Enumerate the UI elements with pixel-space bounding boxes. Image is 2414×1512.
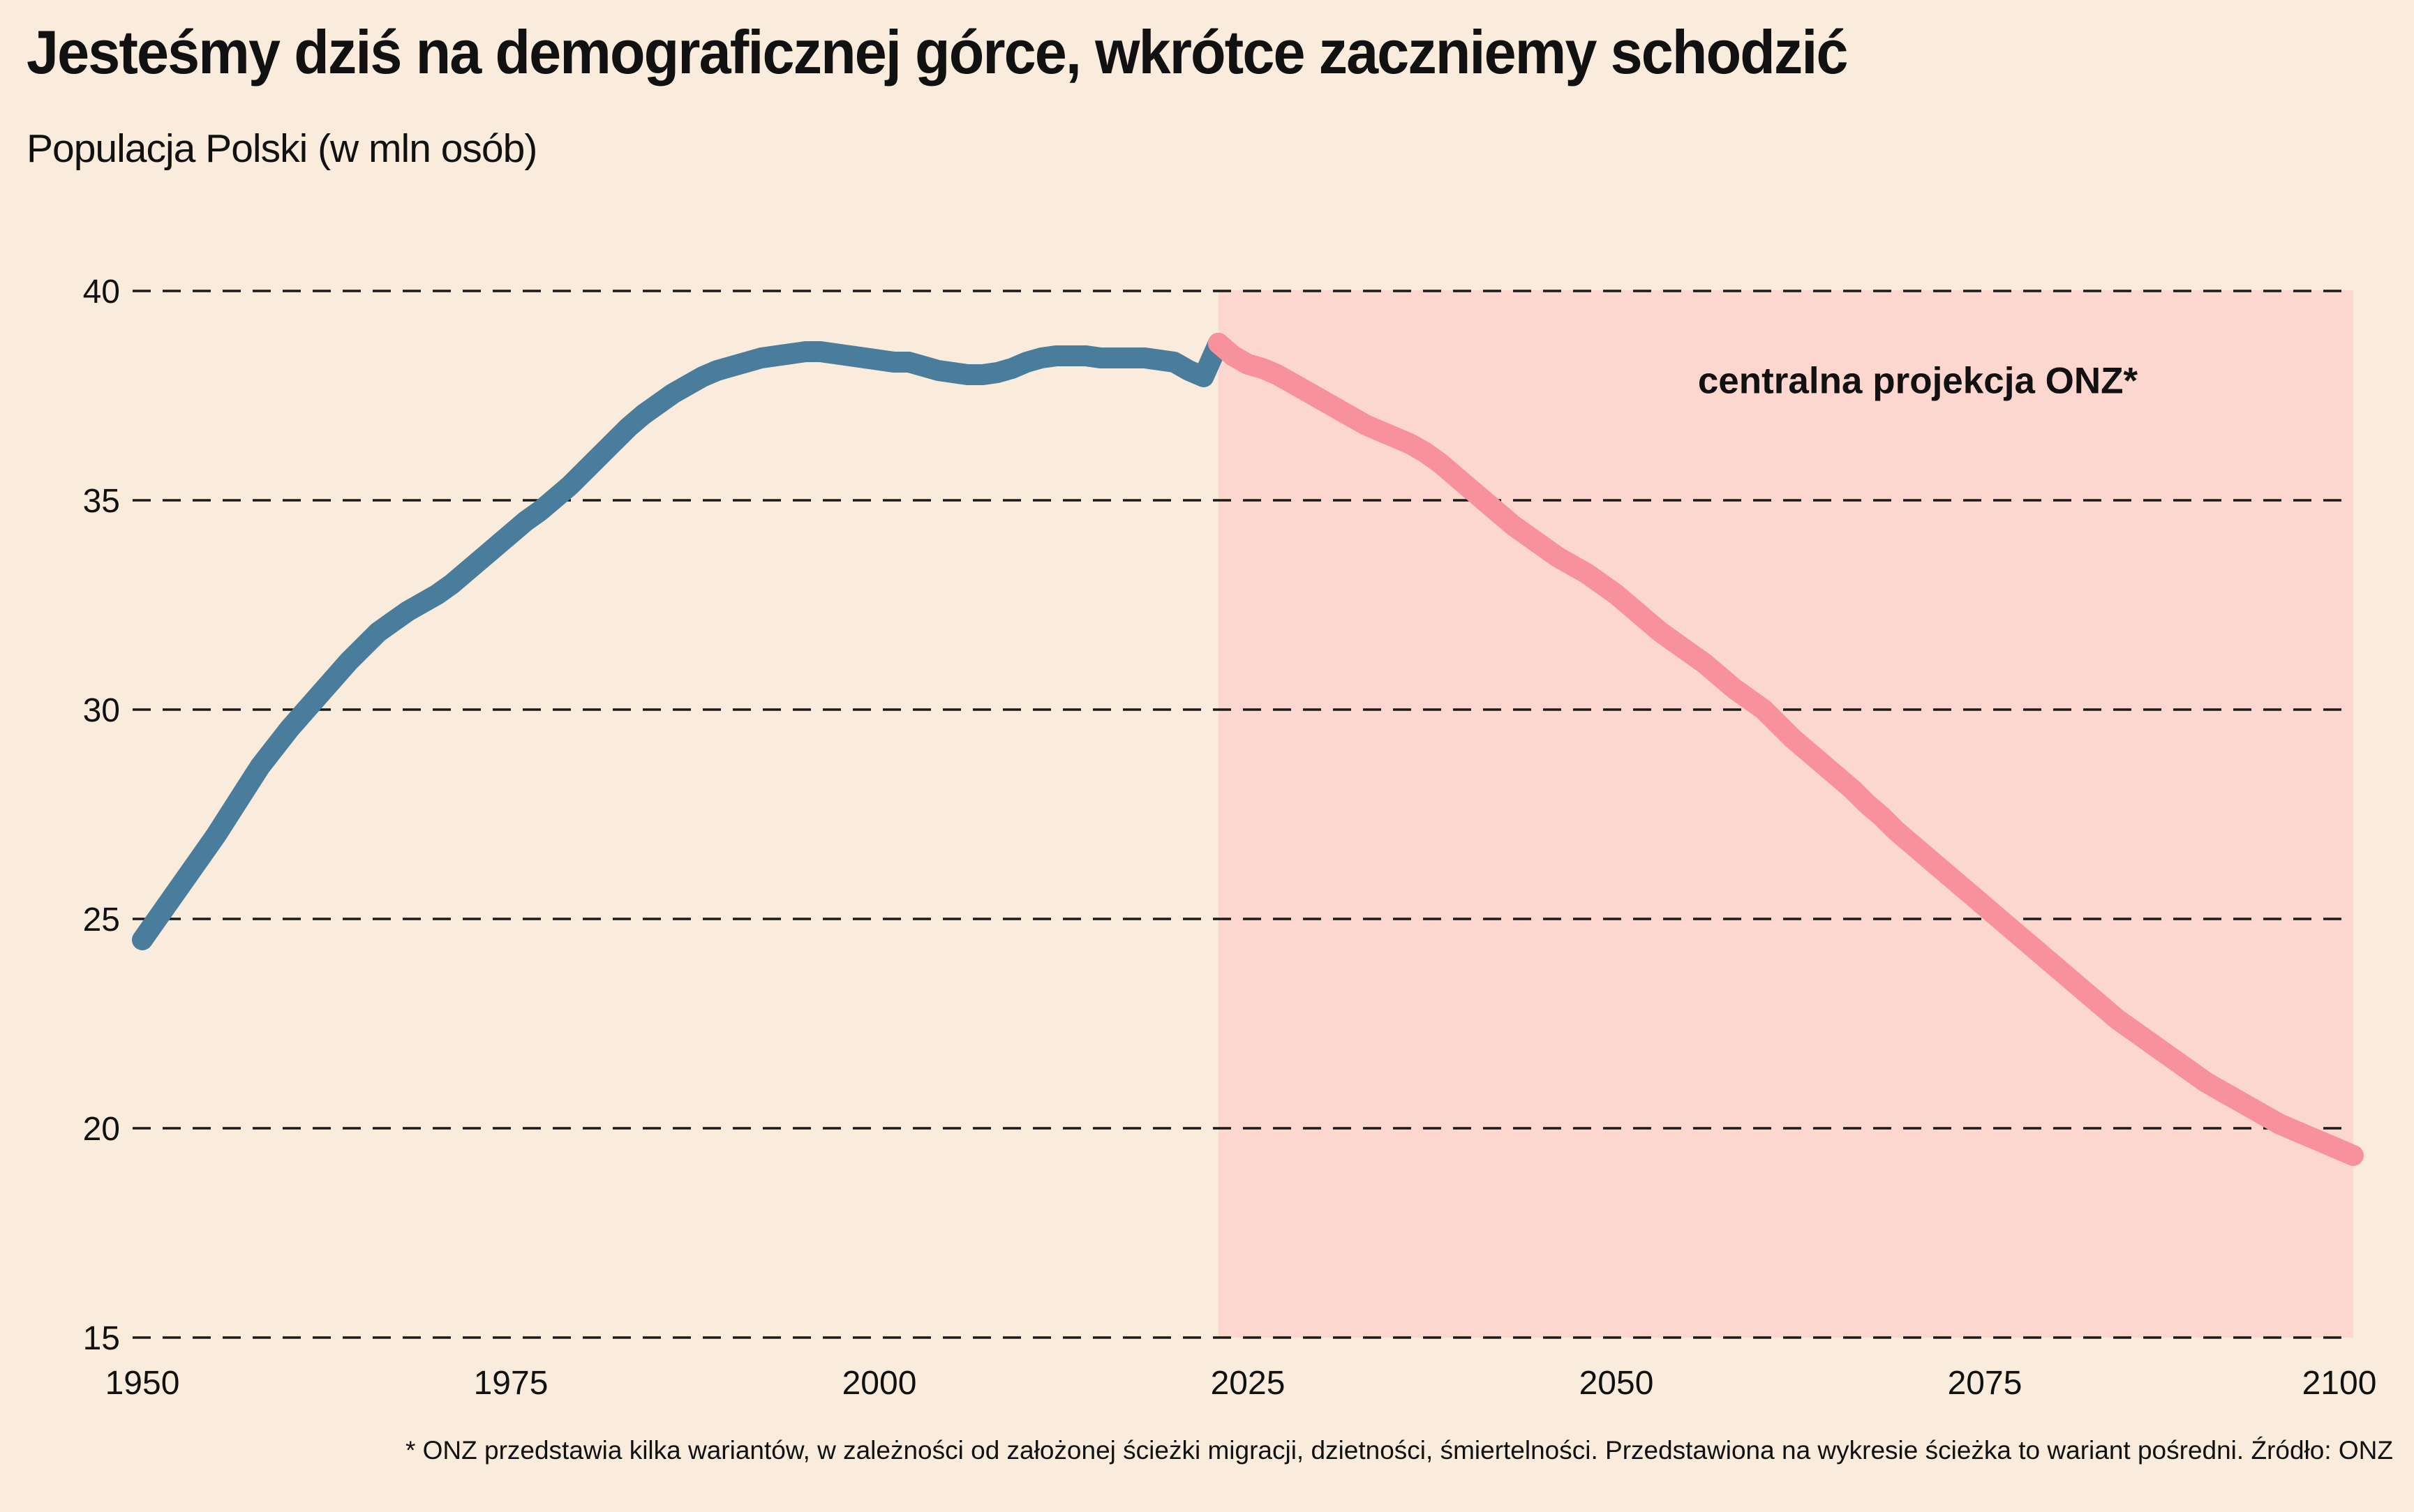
x-tick-label: 2025 — [1211, 1365, 1286, 1402]
projection-annotation: centralna projekcja ONZ* — [1697, 360, 2138, 402]
y-tick-label: 15 — [83, 1320, 120, 1357]
projection-region — [1218, 290, 2353, 1338]
x-tick-label: 1975 — [474, 1365, 549, 1402]
x-tick-label: 2100 — [2302, 1365, 2377, 1402]
x-tick-label: 2000 — [842, 1365, 917, 1402]
chart-subtitle: Populacja Polski (w mln osób) — [27, 126, 537, 171]
projection-line — [1207, 333, 2364, 1166]
historical-line — [132, 333, 1229, 950]
y-tick-label: 40 — [83, 274, 120, 310]
x-tick-label: 2050 — [1579, 1365, 1654, 1402]
x-tick-label: 2075 — [1948, 1365, 2022, 1402]
y-tick-label: 35 — [83, 483, 120, 520]
source-footnote: * ONZ przedstawia kilka wariantów, w zal… — [405, 1436, 2393, 1465]
y-tick-label: 30 — [83, 692, 120, 729]
chart-title: Jesteśmy dziś na demograficznej górce, w… — [27, 17, 1848, 87]
x-tick-label: 1950 — [105, 1365, 180, 1402]
y-tick-label: 20 — [83, 1111, 120, 1148]
y-tick-label: 25 — [83, 901, 120, 938]
